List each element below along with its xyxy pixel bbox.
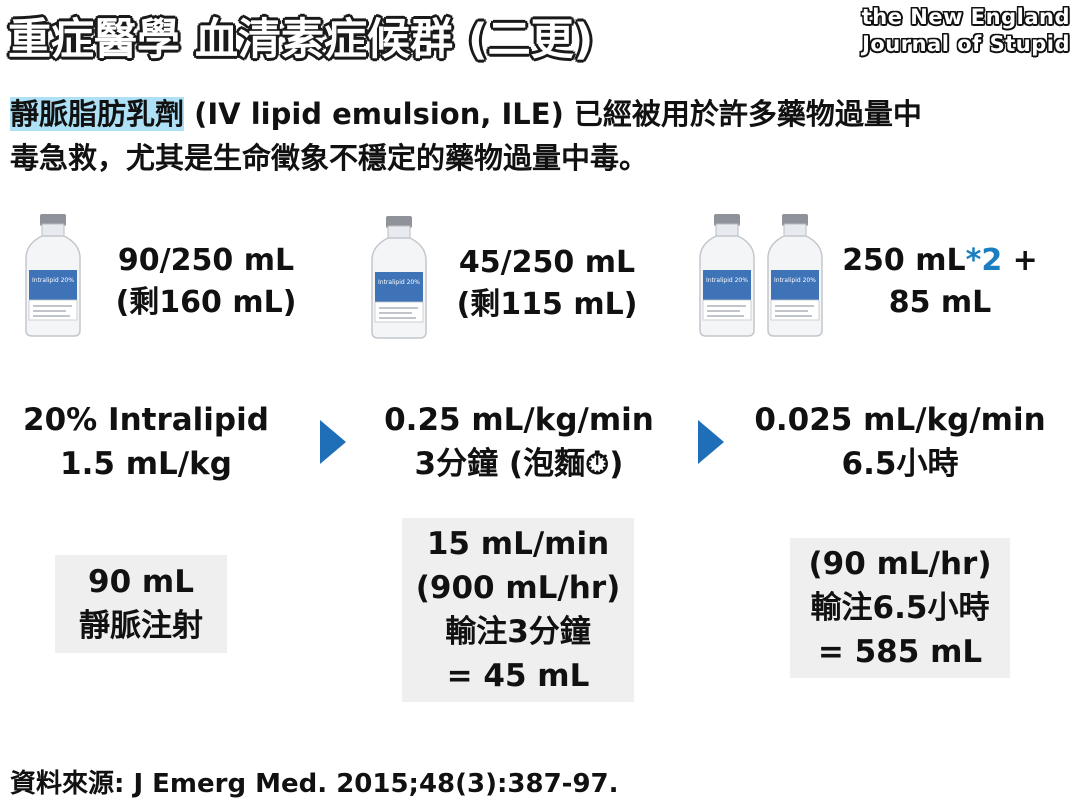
- intro-line2: 毒急救，尤其是生命徵象不穩定的藥物過量中毒。: [10, 141, 649, 175]
- volume-used: 45/250 mL: [458, 245, 636, 280]
- journal-logo: the New England Journal of Stupid: [862, 4, 1070, 58]
- volume-bottles: 250 mL: [842, 243, 966, 278]
- arrow-right-icon: [698, 420, 724, 464]
- bottle-volume-1: 90/250 mL (剩160 mL): [92, 240, 320, 324]
- logo-line1: the New England: [861, 5, 1070, 29]
- logo-line2: Journal of Stupid: [862, 32, 1070, 56]
- bottle-label: Intralipid 20%: [32, 277, 74, 284]
- calc-line: = 45 mL: [446, 658, 590, 694]
- step-maintenance: 0.025 mL/kg/min 6.5小時: [744, 398, 1056, 486]
- bottle-volume-3: 250 mL*2 + 85 mL: [832, 240, 1048, 324]
- calc-line: 15 mL/min: [426, 526, 610, 562]
- step-drug: 20% Intralipid: [23, 402, 269, 438]
- calc-line: (90 mL/hr): [808, 546, 992, 582]
- step-bolus: 20% Intralipid 1.5 mL/kg: [10, 398, 282, 486]
- page-title: 重症醫學 血清素症候群 (二更): [8, 4, 593, 76]
- calc-line: (900 mL/hr): [415, 570, 621, 606]
- calc-box-maintenance: (90 mL/hr) 輸注6.5小時 = 585 mL: [790, 538, 1010, 678]
- calc-line: 輸注6.5小時: [810, 590, 990, 626]
- title-prefix: 重症醫學: [8, 15, 195, 65]
- intro-text: 靜脈脂肪乳劑 (IV lipid emulsion, ILE) 已經被用於許多藥…: [10, 92, 1072, 180]
- bottle-label: Intralipid 20%: [378, 279, 420, 286]
- calc-line: 90 mL: [88, 564, 194, 600]
- intralipid-bottle-icon: Intralipid 20%: [371, 215, 427, 339]
- step-duration: 3分鐘 (泡麵⏱): [414, 446, 624, 482]
- calc-line: 靜脈注射: [79, 608, 203, 644]
- step-dose: 1.5 mL/kg: [60, 446, 232, 482]
- calc-box-bolus: 90 mL 靜脈注射: [55, 555, 227, 653]
- bottle-volume-2: 45/250 mL (剩115 mL): [436, 242, 658, 326]
- bottle-label: Intralipid 20%: [706, 277, 748, 284]
- intro-highlight: 靜脈脂肪乳劑: [10, 97, 185, 131]
- calc-line: = 585 mL: [817, 634, 983, 670]
- volume-plus: +: [1002, 243, 1038, 278]
- volume-used: 90/250 mL: [117, 243, 295, 278]
- calc-box-fast-infusion: 15 mL/min (900 mL/hr) 輸注3分鐘 = 45 mL: [402, 518, 634, 702]
- title-suffix: 症候群 (二更): [323, 15, 594, 65]
- volume-remaining: (剩115 mL): [456, 287, 638, 322]
- calc-line: 輸注3分鐘: [445, 614, 591, 650]
- arrow-right-icon: [320, 420, 346, 464]
- intralipid-bottle-icon: Intralipid 20%: [699, 213, 755, 337]
- title-highlight: 血清素: [194, 15, 324, 65]
- step-rate: 0.25 mL/kg/min: [384, 402, 654, 438]
- volume-extra: 85 mL: [888, 285, 992, 320]
- step-duration: 6.5小時: [841, 446, 959, 482]
- volume-multiplier: *2: [965, 243, 1003, 278]
- bottle-label: Intralipid 20%: [774, 277, 816, 284]
- intralipid-bottle-icon: Intralipid 20%: [25, 213, 81, 337]
- step-rate: 0.025 mL/kg/min: [754, 402, 1046, 438]
- intro-line1: (IV lipid emulsion, ILE) 已經被用於許多藥物過量中: [184, 97, 922, 131]
- volume-remaining: (剩160 mL): [115, 285, 297, 320]
- step-fast-infusion: 0.25 mL/kg/min 3分鐘 (泡麵⏱): [368, 398, 670, 486]
- source-citation: 資料來源: J Emerg Med. 2015;48(3):387-97.: [10, 769, 619, 799]
- intralipid-bottle-icon: Intralipid 20%: [767, 213, 823, 337]
